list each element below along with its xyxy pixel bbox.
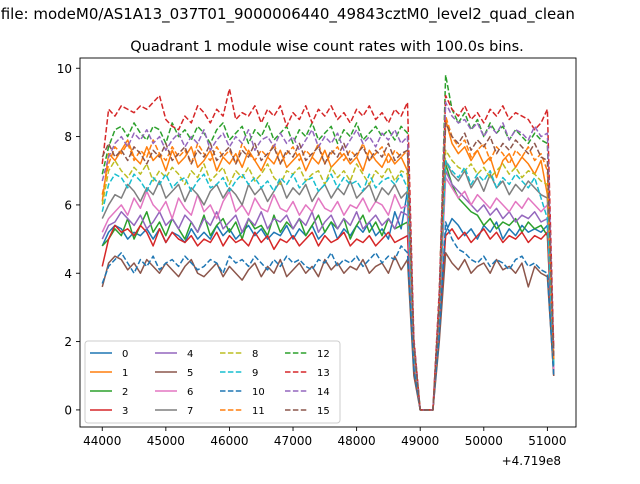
plot-frame: [79, 57, 577, 428]
legend-label-14: 14: [317, 387, 330, 398]
chart-title: Quadrant 1 module wise count rates with …: [130, 39, 524, 55]
legend-label-8: 8: [252, 349, 258, 360]
legend-label-10: 10: [252, 387, 265, 398]
legend-label-7: 7: [187, 406, 193, 417]
series-line-5: [101, 252, 555, 411]
legend-label-3: 3: [122, 406, 128, 417]
legend-label-5: 5: [187, 368, 193, 379]
y-tick-label: 6: [64, 198, 72, 212]
series-line-6: [101, 176, 555, 411]
series-line-3: [101, 224, 555, 411]
legend-label-12: 12: [317, 349, 330, 360]
x-tick-label: 46000: [210, 434, 248, 448]
series-layer: [101, 74, 555, 411]
x-tick-label: 45000: [147, 434, 185, 448]
figure-sup-title: In file: modeM0/AS1A13_037T01_9000006440…: [0, 5, 575, 23]
x-tick-label: 49000: [401, 434, 439, 448]
y-tick-label: 8: [64, 130, 72, 144]
x-tick-label: 51000: [528, 434, 566, 448]
legend-label-9: 9: [252, 368, 258, 379]
legend-label-2: 2: [122, 387, 128, 398]
legend-label-15: 15: [317, 406, 330, 417]
series-line-9: [101, 159, 555, 411]
series-line-8: [101, 149, 555, 411]
legend-label-0: 0: [122, 349, 128, 360]
y-tick-label: 10: [57, 62, 72, 76]
x-tick-label: 48000: [338, 434, 376, 448]
series-line-10: [101, 221, 555, 411]
x-tick-label: 50000: [465, 434, 503, 448]
x-axis-offset-label: +4.719e8: [502, 454, 561, 468]
legend-label-6: 6: [187, 387, 193, 398]
x-tick-label: 44000: [83, 434, 121, 448]
x-tick-label: 47000: [274, 434, 312, 448]
series-line-13: [101, 88, 555, 411]
y-tick-label: 2: [64, 335, 72, 349]
legend-label-4: 4: [187, 349, 193, 360]
y-tick-label: 4: [64, 267, 72, 281]
series-line-4: [101, 170, 555, 411]
series-line-14: [101, 101, 555, 411]
series-line-15: [101, 122, 555, 411]
legend-label-11: 11: [252, 406, 265, 417]
series-line-7: [101, 159, 555, 411]
axes: 44000 45000 46000 47000 48000 49000 50000 51000…: [57, 57, 577, 448]
legend-label-13: 13: [317, 368, 330, 379]
y-tick-label: 0: [64, 403, 72, 417]
legend-label-1: 1: [122, 368, 128, 379]
legend-box: [84, 340, 341, 424]
